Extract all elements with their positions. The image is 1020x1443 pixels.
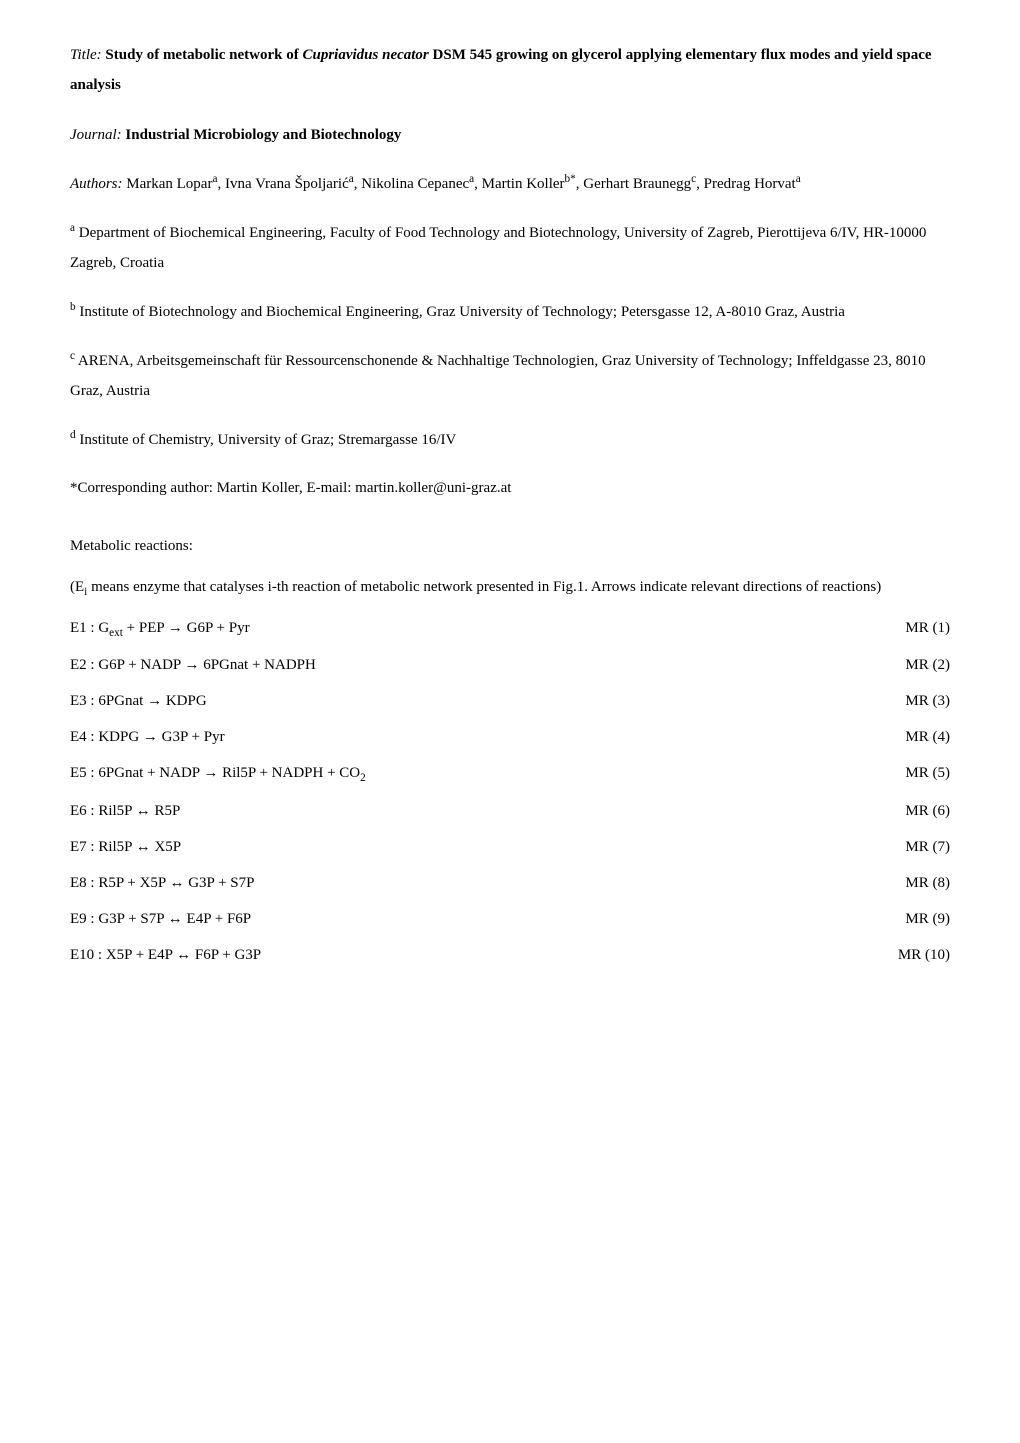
reaction-mr-label: MR (1) [885, 613, 950, 643]
reaction-row: E9 : G3P + S7P ↔ E4P + F6P MR (9) [70, 904, 950, 934]
reaction-equation: E1 : Gext + PEP → G6P + Pyr [70, 613, 250, 645]
reactions-list: E1 : Gext + PEP → G6P + Pyr MR (1) E2 : G6… [70, 613, 950, 970]
reaction-equation: E6 : Ril5P ↔ R5P [70, 796, 180, 826]
affiliation: a Department of Biochemical Engineering,… [70, 217, 950, 278]
title-species: Cupriavidus necator [303, 47, 429, 63]
affiliation: c ARENA, Arbeitsgemeinschaft für Ressour… [70, 345, 950, 406]
journal-name: Industrial Microbiology and Biotechnolog… [125, 127, 401, 143]
reaction-equation: E10 : X5P + E4P ↔ F6P + G3P [70, 940, 261, 970]
reaction-mr-label: MR (5) [885, 758, 950, 788]
reaction-equation: E5 : 6PGnat + NADP → Ril5P + NADPH + CO2 [70, 758, 366, 790]
author: Nikolina Cepaneca [361, 176, 474, 192]
affiliation-text: ARENA, Arbeitsgemeinschaft für Ressource… [70, 353, 926, 399]
reaction-equation: E3 : 6PGnat → KDPG [70, 686, 207, 716]
title-line: Title: Study of metabolic network of Cup… [70, 40, 950, 100]
reaction-mr-label: MR (3) [885, 686, 950, 716]
author: Markan Lopara [126, 176, 217, 192]
title-main: Study of metabolic network of [105, 47, 302, 63]
reaction-row: E6 : Ril5P ↔ R5P MR (6) [70, 796, 950, 826]
reaction-row: E1 : Gext + PEP → G6P + Pyr MR (1) [70, 613, 950, 645]
reaction-row: E5 : 6PGnat + NADP → Ril5P + NADPH + CO2… [70, 758, 950, 790]
title-prefix: Title: [70, 47, 102, 63]
authors-prefix: Authors: [70, 176, 123, 192]
reaction-row: E7 : Ril5P ↔ X5P MR (7) [70, 832, 950, 862]
reaction-equation: E9 : G3P + S7P ↔ E4P + F6P [70, 904, 251, 934]
reaction-equation: E7 : Ril5P ↔ X5P [70, 832, 181, 862]
reaction-equation: E2 : G6P + NADP → 6PGnat + NADPH [70, 650, 316, 680]
author: Gerhart Brauneggc [583, 176, 696, 192]
journal-line: Journal: Industrial Microbiology and Bio… [70, 120, 950, 150]
author: Predrag Horvata [704, 176, 801, 192]
reaction-mr-label: MR (8) [885, 868, 950, 898]
reactions-heading: Metabolic reactions: [70, 531, 950, 561]
reaction-mr-label: MR (9) [885, 904, 950, 934]
reaction-mr-label: MR (10) [878, 940, 950, 970]
affiliation-text: Institute of Biotechnology and Biochemic… [76, 304, 845, 320]
reaction-mr-label: MR (7) [885, 832, 950, 862]
reactions-note: (Ei means enzyme that catalyses i-th rea… [70, 576, 950, 601]
journal-prefix: Journal: [70, 127, 122, 143]
affiliation: d Institute of Chemistry, University of … [70, 424, 950, 455]
reaction-row: E3 : 6PGnat → KDPG MR (3) [70, 686, 950, 716]
reaction-mr-label: MR (6) [885, 796, 950, 826]
affiliation-text: Institute of Chemistry, University of Gr… [76, 432, 457, 448]
reaction-row: E10 : X5P + E4P ↔ F6P + G3P MR (10) [70, 940, 950, 970]
reaction-row: E8 : R5P + X5P ↔ G3P + S7P MR (8) [70, 868, 950, 898]
reaction-mr-label: MR (2) [885, 650, 950, 680]
reaction-row: E4 : KDPG → G3P + Pyr MR (4) [70, 722, 950, 752]
author: Martin Kollerb* [482, 176, 576, 192]
reaction-equation: E4 : KDPG → G3P + Pyr [70, 722, 225, 752]
reaction-row: E2 : G6P + NADP → 6PGnat + NADPH MR (2) [70, 650, 950, 680]
reaction-equation: E8 : R5P + X5P ↔ G3P + S7P [70, 868, 254, 898]
author: Ivna Vrana Špoljarića [225, 176, 354, 192]
authors-line: Authors: Markan Lopara, Ivna Vrana Špolj… [70, 168, 950, 199]
affiliation-text: Department of Biochemical Engineering, F… [70, 225, 926, 271]
affiliation: b Institute of Biotechnology and Biochem… [70, 296, 950, 327]
corresponding-author: *Corresponding author: Martin Koller, E-… [70, 473, 950, 503]
reaction-mr-label: MR (4) [885, 722, 950, 752]
